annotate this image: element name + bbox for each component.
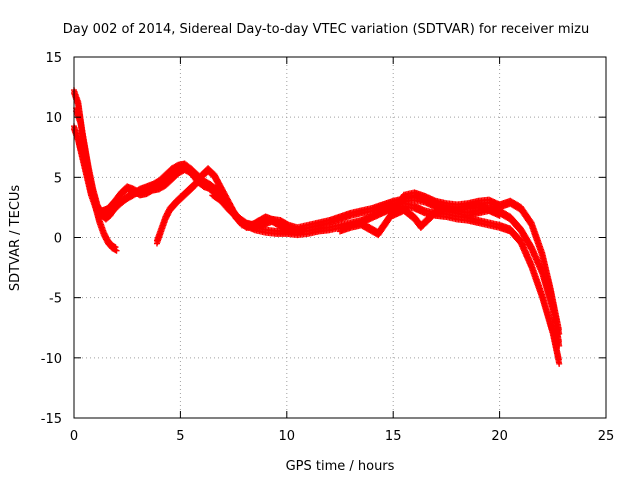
x-tick-label: 5: [176, 429, 184, 444]
data-point: [113, 247, 120, 254]
series-arc-c: [71, 123, 252, 231]
chart-title: Day 002 of 2014, Sidereal Day-to-day VTE…: [63, 22, 589, 37]
axis-ticks: [73, 56, 607, 419]
x-tick-label: 20: [491, 429, 508, 444]
axis-tick-labels: 0 5 10 15 20 25 -15 -10 -5 0 5 10 15: [41, 51, 615, 444]
y-tick-label: 10: [45, 111, 62, 126]
y-tick-label: -10: [41, 352, 62, 367]
x-tick-label: 25: [598, 429, 615, 444]
y-tick-label: -15: [41, 412, 62, 427]
x-axis-label: GPS time / hours: [286, 459, 395, 474]
data-point: [112, 244, 119, 251]
data-point: [556, 360, 563, 367]
x-tick-label: 0: [70, 429, 78, 444]
series-arc-h: [390, 205, 563, 349]
x-tick-label: 10: [279, 429, 296, 444]
data-point: [556, 342, 563, 349]
y-tick-label: 0: [54, 232, 62, 247]
y-tick-label: -5: [49, 292, 62, 307]
x-tick-label: 15: [385, 429, 402, 444]
y-tick-label: 5: [54, 171, 62, 186]
data-points: [71, 87, 563, 367]
series-arc-f: [241, 200, 563, 367]
y-axis-label: SDTVAR / TECUs: [8, 185, 23, 292]
y-tick-label: 15: [45, 51, 62, 66]
